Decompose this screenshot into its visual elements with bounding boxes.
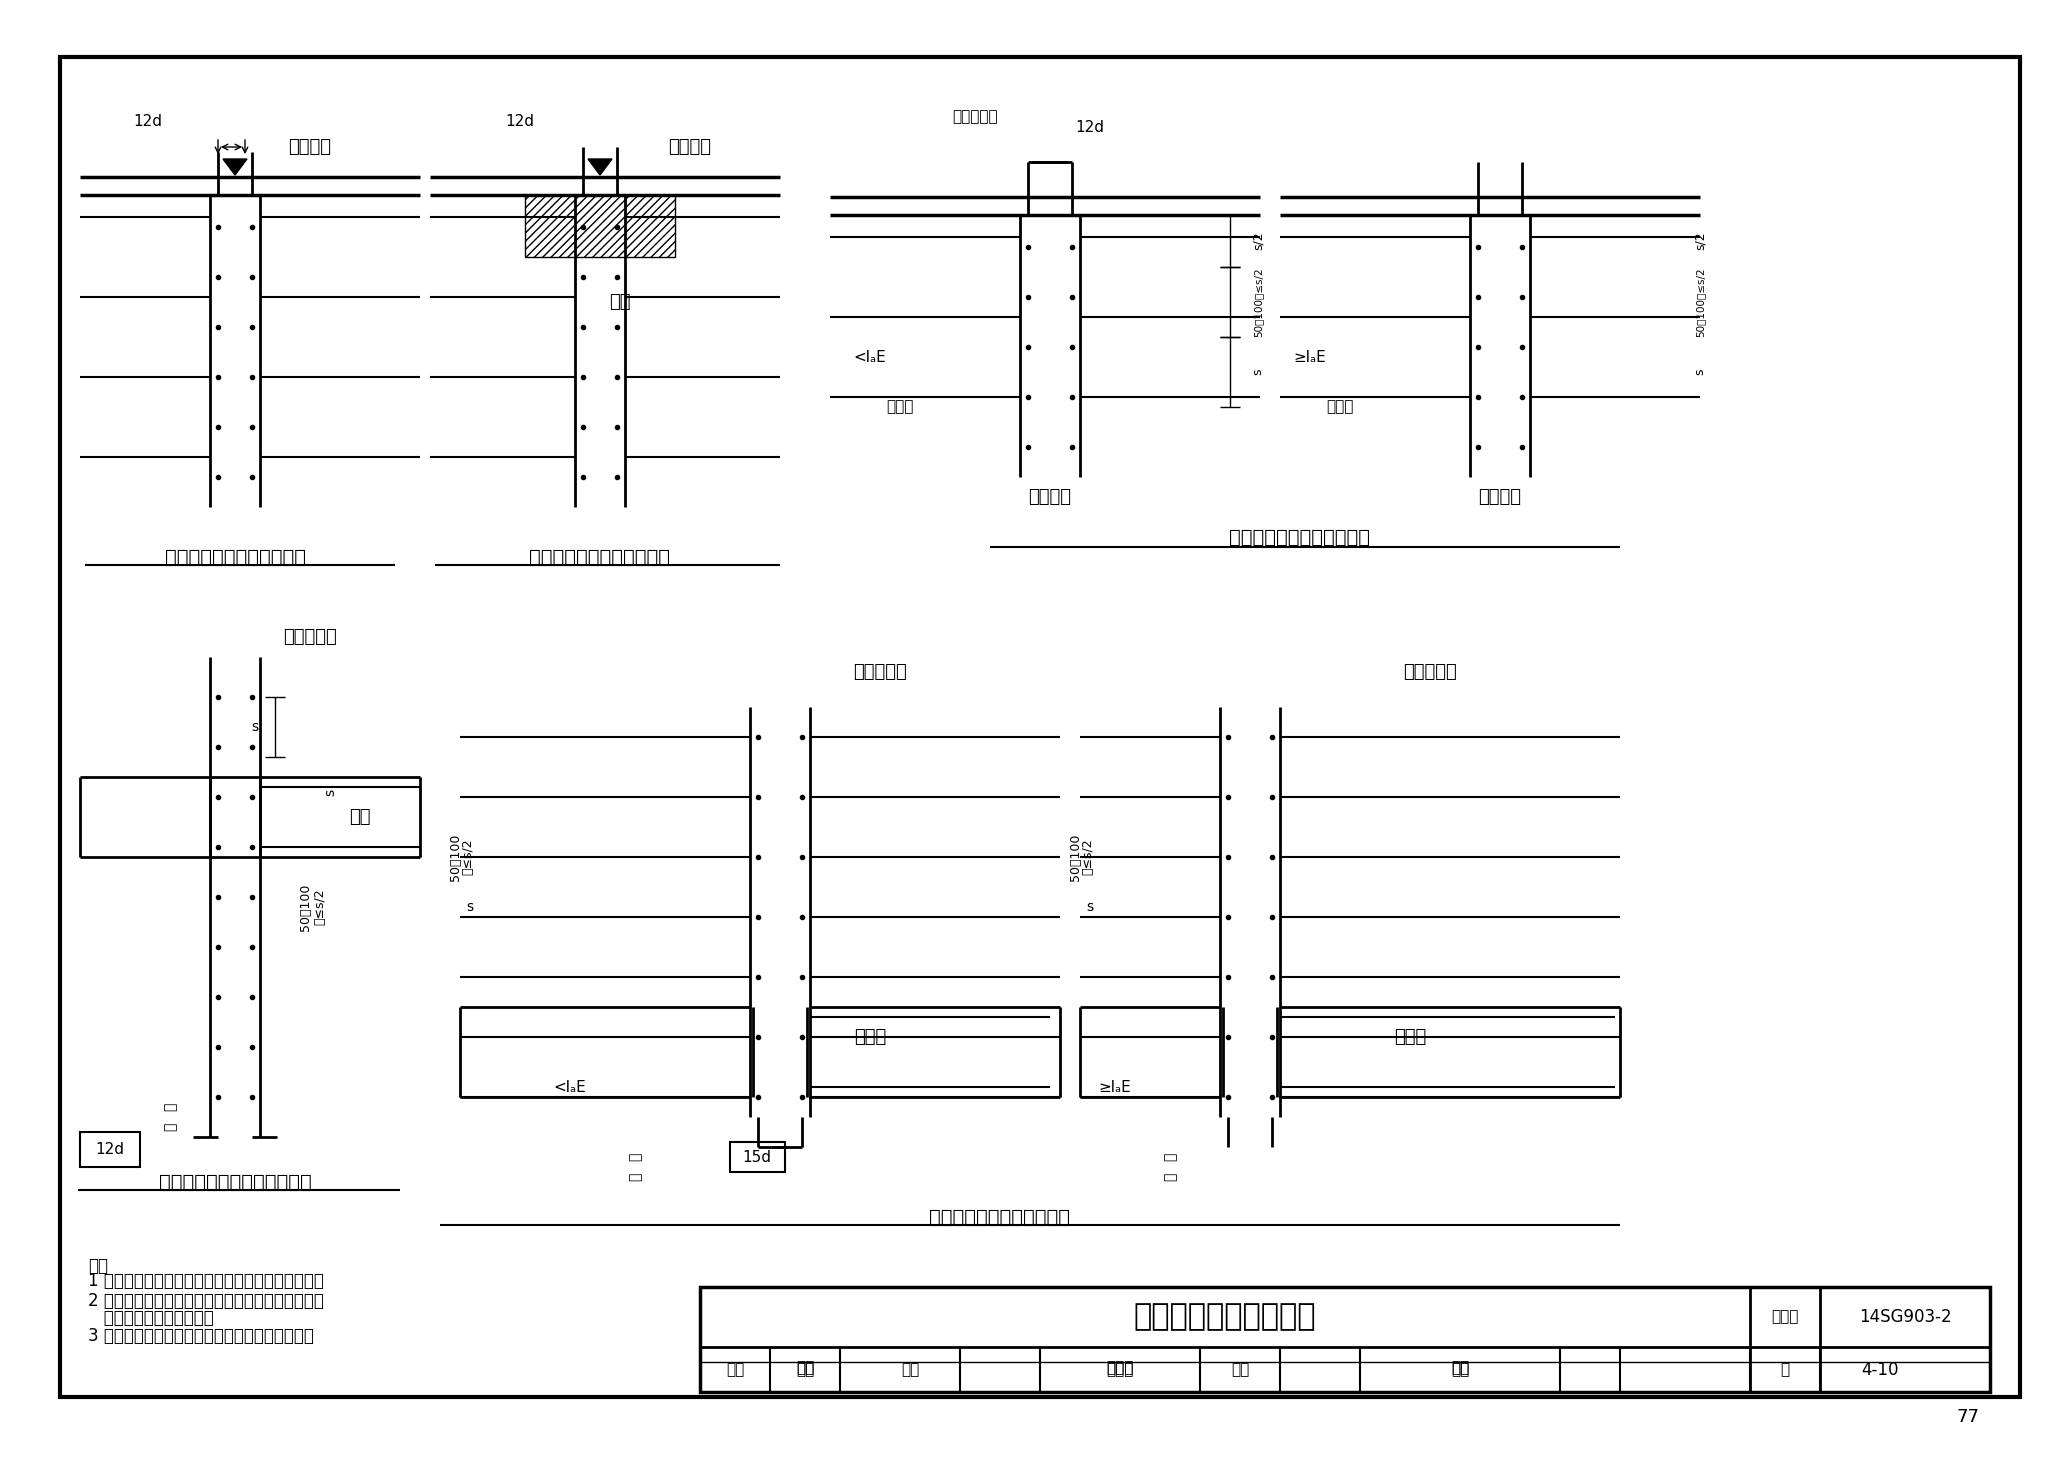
Polygon shape xyxy=(223,159,248,175)
Text: 剪力墙墙身顶部构造（二）: 剪力墙墙身顶部构造（二） xyxy=(530,548,670,567)
Text: 口: 口 xyxy=(1163,1173,1178,1182)
Text: ≥lₐE: ≥lₐE xyxy=(1098,1080,1130,1094)
Text: s: s xyxy=(252,720,258,734)
Text: 尚琳: 尚琳 xyxy=(1450,1361,1468,1375)
Text: 50～100且≤s/2: 50～100且≤s/2 xyxy=(1696,267,1706,337)
Text: 剪力墙墙身: 剪力墙墙身 xyxy=(854,663,907,680)
Bar xyxy=(729,1142,784,1171)
Text: 15d: 15d xyxy=(743,1150,772,1164)
Polygon shape xyxy=(588,159,612,175)
Text: 剪力墙墙身底部构造（二）: 剪力墙墙身底部构造（二） xyxy=(930,1208,1071,1227)
Text: 50～100: 50～100 xyxy=(299,883,311,931)
Text: 剪力墙墙身顶部构造（三）: 剪力墙墙身顶部构造（三） xyxy=(1229,527,1370,546)
Text: 剪力墙墙身顶部构造（一）: 剪力墙墙身顶部构造（一） xyxy=(164,548,305,567)
Text: s: s xyxy=(324,788,338,796)
Text: 边框梁: 边框梁 xyxy=(887,399,913,414)
Text: 50～100: 50～100 xyxy=(1069,833,1081,880)
Text: 弯折锚固: 弯折锚固 xyxy=(1028,488,1071,506)
Text: ≥lₐE: ≥lₐE xyxy=(1294,350,1327,364)
Text: s: s xyxy=(1085,900,1094,914)
Text: 页: 页 xyxy=(1780,1362,1790,1377)
Text: 审核: 审核 xyxy=(725,1362,743,1377)
Text: 剪力墙墙身底部部构造（一）: 剪力墙墙身底部部构造（一） xyxy=(158,1173,311,1192)
Text: 1 剪力墙墙身指除剪力墙边缘构件外的剪力墙墙体。: 1 剪力墙墙身指除剪力墙边缘构件外的剪力墙墙体。 xyxy=(88,1272,324,1289)
Text: 边框梁: 边框梁 xyxy=(854,1029,887,1046)
Text: 剪力墙顶部、底部构造: 剪力墙顶部、底部构造 xyxy=(1135,1303,1317,1332)
Text: 2 上下连续的剪力墙，其剪力墙竖向分布钢筋宜贯通: 2 上下连续的剪力墙，其剪力墙竖向分布钢筋宜贯通 xyxy=(88,1292,324,1310)
Text: 伸至顶弯折: 伸至顶弯折 xyxy=(952,109,997,124)
Text: 尚琳: 尚琳 xyxy=(1450,1362,1468,1377)
Text: 12d: 12d xyxy=(1075,119,1104,134)
Text: 口: 口 xyxy=(629,1173,641,1182)
Text: s/2: s/2 xyxy=(1251,232,1264,251)
Text: s: s xyxy=(1694,369,1706,376)
Text: 注：: 注： xyxy=(88,1257,109,1275)
Text: 50～100且≤s/2: 50～100且≤s/2 xyxy=(1253,267,1264,337)
Text: 50～100: 50～100 xyxy=(449,833,461,880)
Text: 剪力墙顶: 剪力墙顶 xyxy=(289,138,332,156)
Text: 暗梁: 暗梁 xyxy=(608,293,631,310)
Text: 且≤s/2: 且≤s/2 xyxy=(313,889,326,925)
Text: 楼: 楼 xyxy=(629,1152,641,1161)
Bar xyxy=(700,1287,1991,1391)
Bar xyxy=(80,1132,139,1167)
Text: 设计: 设计 xyxy=(1231,1362,1249,1377)
Text: s: s xyxy=(1251,369,1264,376)
Text: 中间层的暗梁、边框梁。: 中间层的暗梁、边框梁。 xyxy=(88,1308,213,1327)
Text: s: s xyxy=(467,900,473,914)
Text: 楼: 楼 xyxy=(1163,1152,1178,1161)
Text: 刘功: 刘功 xyxy=(797,1361,815,1375)
Text: 刘敏: 刘敏 xyxy=(797,1362,815,1377)
Text: 剪力墙墙身: 剪力墙墙身 xyxy=(283,628,336,645)
Text: 直线锚固: 直线锚固 xyxy=(1479,488,1522,506)
Text: 程子悦: 程子悦 xyxy=(1106,1361,1135,1375)
Text: 边框梁: 边框梁 xyxy=(1395,1029,1425,1046)
Text: 且≤s/2: 且≤s/2 xyxy=(1081,839,1094,876)
Text: 剪力墙顶: 剪力墙顶 xyxy=(668,138,711,156)
Text: 口: 口 xyxy=(164,1123,176,1131)
Text: 3 剪力墙边缘构件的顶部构造同剪力墙墙身做法。: 3 剪力墙边缘构件的顶部构造同剪力墙墙身做法。 xyxy=(88,1327,313,1345)
Text: 4-10: 4-10 xyxy=(1862,1361,1898,1378)
Text: 12d: 12d xyxy=(133,115,162,130)
Text: s/2: s/2 xyxy=(1694,232,1706,251)
Text: <lₐE: <lₐE xyxy=(854,350,887,364)
Text: 14SG903-2: 14SG903-2 xyxy=(1860,1308,1952,1326)
Text: 连梁: 连梁 xyxy=(350,809,371,826)
Text: <lₐE: <lₐE xyxy=(553,1080,586,1094)
Text: 剪力墙墙身: 剪力墙墙身 xyxy=(1403,663,1456,680)
Text: 图集号: 图集号 xyxy=(1772,1310,1798,1324)
Bar xyxy=(524,195,676,256)
Text: 77: 77 xyxy=(1958,1407,1980,1426)
Text: 12d: 12d xyxy=(96,1142,125,1157)
Text: 12d: 12d xyxy=(506,115,535,130)
Text: 程子悦: 程子悦 xyxy=(1106,1362,1135,1377)
Text: 边框梁: 边框梁 xyxy=(1327,399,1354,414)
Text: 校对: 校对 xyxy=(901,1362,920,1377)
Text: 楼: 楼 xyxy=(164,1103,176,1112)
Text: 且≤s/2: 且≤s/2 xyxy=(461,839,475,876)
